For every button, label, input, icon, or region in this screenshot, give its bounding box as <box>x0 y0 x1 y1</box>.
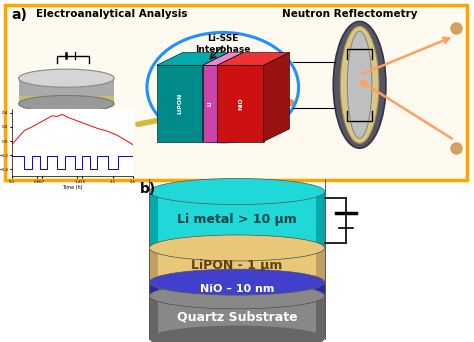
Polygon shape <box>156 53 229 65</box>
Polygon shape <box>156 65 203 142</box>
Ellipse shape <box>149 269 325 295</box>
Text: Li: Li <box>208 101 212 106</box>
Text: NiO – 10 nm: NiO – 10 nm <box>200 284 274 294</box>
Polygon shape <box>149 296 158 339</box>
Ellipse shape <box>18 95 114 112</box>
Polygon shape <box>149 248 325 282</box>
Polygon shape <box>316 296 325 339</box>
Ellipse shape <box>149 283 325 309</box>
Text: Li metal > 10 μm: Li metal > 10 μm <box>177 213 297 226</box>
FancyBboxPatch shape <box>5 5 467 180</box>
Text: Quartz Substrate: Quartz Substrate <box>177 311 297 324</box>
Ellipse shape <box>149 235 325 261</box>
Text: a): a) <box>12 8 27 22</box>
Polygon shape <box>18 96 114 104</box>
Polygon shape <box>264 53 290 142</box>
Text: Electroanalytical Analysis: Electroanalytical Analysis <box>36 9 187 18</box>
Ellipse shape <box>149 326 325 342</box>
Polygon shape <box>316 248 325 282</box>
Ellipse shape <box>18 69 114 87</box>
Text: Li-SSE
Interphase: Li-SSE Interphase <box>195 34 250 54</box>
Polygon shape <box>149 192 158 248</box>
Polygon shape <box>203 53 229 142</box>
Text: NiO: NiO <box>238 97 243 110</box>
Polygon shape <box>316 282 325 296</box>
Ellipse shape <box>149 283 325 309</box>
Polygon shape <box>217 65 264 142</box>
Polygon shape <box>18 78 114 104</box>
Text: Neutron Reflectometry: Neutron Reflectometry <box>282 9 418 18</box>
Polygon shape <box>149 282 158 296</box>
Ellipse shape <box>149 269 325 295</box>
Ellipse shape <box>347 31 372 139</box>
Polygon shape <box>217 53 290 65</box>
Ellipse shape <box>149 235 325 261</box>
Ellipse shape <box>149 179 325 205</box>
Text: LiPON: LiPON <box>177 93 182 114</box>
Ellipse shape <box>333 22 386 148</box>
Ellipse shape <box>340 26 379 143</box>
Polygon shape <box>203 53 243 65</box>
X-axis label: Time (h): Time (h) <box>62 185 82 190</box>
Text: b): b) <box>140 182 156 196</box>
Polygon shape <box>149 192 325 248</box>
Polygon shape <box>217 53 243 142</box>
Polygon shape <box>149 282 325 296</box>
Polygon shape <box>203 65 217 142</box>
Polygon shape <box>149 248 158 282</box>
Text: LiPON - 1 μm: LiPON - 1 μm <box>191 259 283 272</box>
Polygon shape <box>149 296 325 339</box>
Polygon shape <box>316 192 325 248</box>
